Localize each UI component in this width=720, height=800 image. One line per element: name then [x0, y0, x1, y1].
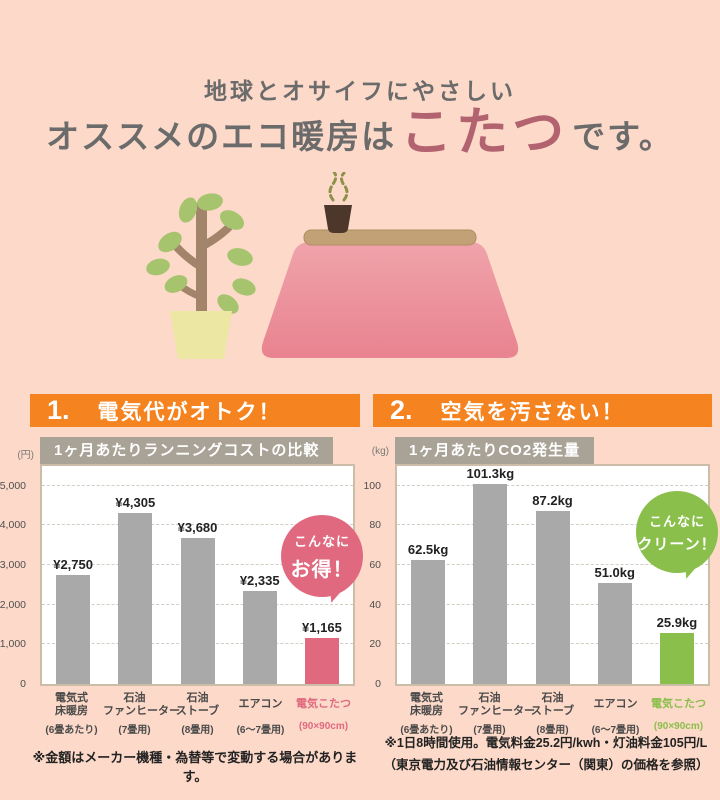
x-category-label: エアコン (6〜7畳用)	[236, 698, 285, 736]
bar	[473, 484, 508, 684]
page-title: オススメのエコ暖房は こたつ です。	[0, 98, 720, 170]
bar-slot: 51.0kg	[584, 466, 646, 684]
bar	[535, 511, 570, 684]
chart-1-x-labels: 電気式 床暖房 (6畳あたり) 石油 ファンヒーター (7畳用) 石油 ストーブ (8畳用) エア…	[40, 691, 355, 737]
section-2-number: 2.	[390, 395, 413, 425]
gridline	[42, 524, 353, 526]
gridline	[42, 484, 353, 486]
bar-kotatsu-highlight	[659, 632, 694, 684]
y-tick-label: 100	[363, 479, 381, 492]
y-tick-label: 60	[369, 559, 381, 572]
chart-1-y-axis: 0 1,000 2,000 3,000 4,000 5,000	[0, 466, 34, 690]
chart-2-plot-area: 62.5kg 101.3kg 87.2kg 51.0kg 25.9kg	[397, 466, 708, 684]
gridline	[397, 484, 708, 486]
y-tick-label: 5,000	[0, 479, 26, 492]
y-tick-label: 80	[369, 519, 381, 532]
chart-2-unit-label: (kg)	[371, 446, 389, 457]
title-highlight-kotatsu: こたつ	[400, 105, 569, 162]
y-tick-label: 0	[375, 678, 381, 690]
section-2-header: 2. 空気を汚さない！	[373, 394, 712, 427]
teacup-icon	[324, 205, 352, 233]
clean-speech-bubble: こんなに クリーン！	[636, 491, 718, 573]
bar-value-label: 25.9kg	[656, 614, 698, 630]
footnote-right-line1: ※1日8時間使用。電気料金25.2円/kwh・灯油料金105円/L	[384, 736, 708, 750]
chart-1-plot-area: ¥2,750 ¥4,305 ¥3,680 ¥2,335 ¥1,165	[42, 466, 353, 684]
y-tick-label: 2,000	[0, 598, 26, 611]
bar-value-label: 51.0kg	[594, 564, 635, 580]
footnote-right: ※1日8時間使用。電気料金25.2円/kwh・灯油料金105円/L （東京電力及…	[376, 732, 716, 776]
bar-slot: ¥2,335	[229, 466, 291, 684]
x-category-label: 電気式 床暖房 (6畳あたり)	[400, 691, 453, 737]
savings-speech-bubble: こんなに お得！	[281, 515, 363, 597]
bar-value-label: ¥1,165	[302, 619, 342, 635]
bar	[118, 513, 153, 684]
title-suffix: です。	[572, 120, 674, 156]
y-tick-label: 4,000	[0, 519, 26, 532]
section-1-header: 1. 電気代がオトク！	[30, 394, 360, 427]
bar-kotatsu-highlight	[304, 637, 339, 684]
y-tick-label: 1,000	[0, 638, 26, 651]
kotatsu-illustration	[146, 172, 519, 359]
bar-slot: 62.5kg	[397, 466, 459, 684]
bubble-1-line1: こんなに	[293, 533, 350, 549]
bar-slot: ¥4,305	[104, 466, 166, 684]
bar	[597, 582, 632, 684]
y-tick-label: 0	[20, 678, 26, 690]
section-2-title: 空気を汚さない！	[440, 400, 625, 424]
bar-slot: 101.3kg	[459, 466, 521, 684]
potted-plant-icon	[146, 193, 256, 359]
x-category-label: 石油 ファンヒーター (7畳用)	[458, 691, 535, 737]
bar-slot: ¥2,750	[42, 466, 104, 684]
bar-slot: ¥1,165	[291, 466, 353, 684]
bubble-2-line1: こんなに	[648, 513, 705, 529]
chart-1-title: 1ヶ月あたりランニングコストの比較	[40, 437, 334, 464]
y-tick-label: 3,000	[0, 559, 26, 572]
section-1-number: 1.	[47, 395, 70, 425]
steam-icon	[328, 172, 349, 202]
section-1-title: 電気代がオトク！	[97, 400, 282, 424]
footnote-right-line2: （東京電力及び石油情報センター（関東）の価格を参照）	[383, 758, 709, 772]
footnote-left: ※金額はメーカー機種・為替等で変動する場合があります。	[32, 750, 358, 784]
x-category-label: 電気こたつ (90×90cm)	[296, 698, 351, 732]
bubble-2-line2: クリーン！	[637, 535, 717, 553]
bar-value-label: 101.3kg	[466, 466, 515, 481]
y-tick-label: 40	[369, 598, 381, 611]
chart-2-y-axis: 0 20 40 60 80 100	[349, 466, 389, 690]
bar-value-label: ¥2,335	[239, 573, 280, 589]
bar-slot: 87.2kg	[521, 466, 583, 684]
bar-slot: ¥3,680	[166, 466, 228, 684]
bar	[180, 538, 215, 684]
bar	[242, 591, 277, 684]
bar-slot: 25.9kg	[646, 466, 708, 684]
page-subtitle: 地球とオサイフにやさしい	[204, 79, 516, 104]
x-category-label: 電気式 床暖房 (6畳あたり)	[45, 691, 98, 737]
chart-2-x-labels: 電気式 床暖房 (6畳あたり) 石油 ファンヒーター (7畳用) 石油 ストーブ (8畳用) エア…	[395, 691, 710, 737]
co2-emission-chart: 1ヶ月あたりCO2発生量 (kg) 0 20 40 60 80 100 62.5kg 101…	[363, 437, 718, 737]
chart-2-title: 1ヶ月あたりCO2発生量	[395, 437, 595, 464]
x-category-label: 電気こたつ (90×90cm)	[651, 698, 706, 732]
chart-1-unit-label: (円)	[17, 450, 34, 461]
running-cost-chart: 1ヶ月あたりランニングコストの比較 (円) 0 1,000 2,000 3,000 4,…	[0, 437, 363, 737]
bar-value-label: ¥4,305	[115, 495, 156, 511]
y-tick-label: 20	[369, 638, 381, 651]
x-category-label: 石油 ストーブ (8畳用)	[175, 691, 220, 737]
bubble-1-line2: お得！	[290, 558, 354, 581]
bar-value-label: ¥2,750	[53, 557, 93, 572]
bar	[56, 575, 91, 684]
x-category-label: 石油 ストーブ (8畳用)	[530, 691, 575, 737]
bar-value-label: 87.2kg	[532, 493, 573, 509]
kotatsu-icon	[261, 172, 519, 358]
x-category-label: エアコン (6〜7畳用)	[591, 698, 640, 736]
title-prefix: オススメのエコ暖房は	[46, 120, 397, 156]
x-category-label: 石油 ファンヒーター (7畳用)	[103, 691, 180, 737]
bar-value-label: 62.5kg	[407, 542, 449, 558]
bar-value-label: ¥3,680	[177, 520, 218, 536]
bar	[411, 560, 446, 684]
